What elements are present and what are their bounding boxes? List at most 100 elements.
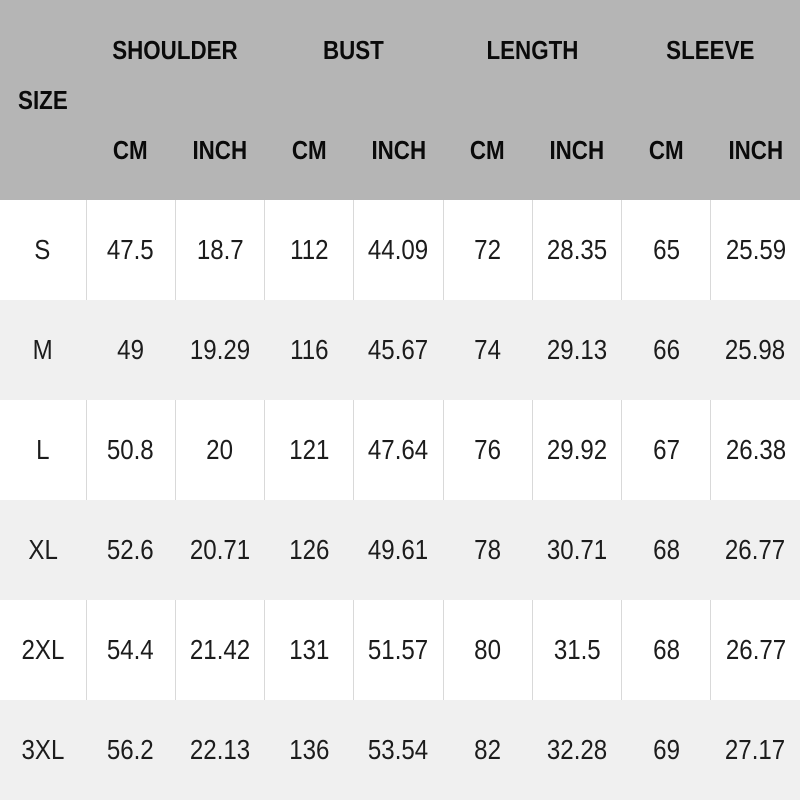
measurement-value: 47.64 — [368, 434, 429, 465]
header-group-label: LENGTH — [486, 34, 579, 65]
measurement-value: 53.54 — [368, 734, 429, 765]
measurement-cell: 126 — [264, 500, 354, 600]
measurement-value: 26.38 — [725, 434, 786, 465]
measurement-cell: 26.77 — [710, 600, 800, 700]
measurement-cell: 26.77 — [710, 500, 800, 600]
measurement-value: 25.59 — [725, 234, 786, 265]
measurement-cell: 20 — [174, 400, 265, 500]
measurement-value: 20 — [206, 434, 234, 465]
table-row: M 49 19.29 116 45.67 74 29.13 66 25.98 — [0, 300, 800, 400]
measurement-cell: 136 — [264, 700, 354, 800]
header-unit-shoulder-cm: CM — [86, 100, 176, 200]
measurement-value: 116 — [289, 334, 329, 365]
measurement-cell: 19.29 — [175, 300, 265, 400]
measurement-cell: 68 — [620, 600, 711, 700]
measurement-cell: 27.17 — [710, 700, 800, 800]
row-size-label: XL — [28, 534, 58, 565]
measurement-cell: 25.98 — [710, 300, 800, 400]
row-size-label: 2XL — [21, 634, 65, 665]
measurement-value: 28.35 — [546, 234, 608, 265]
row-size-label-cell: S — [0, 200, 86, 300]
measurement-value: 78 — [474, 534, 502, 565]
measurement-value: 80 — [474, 634, 502, 665]
measurement-cell: 26.38 — [710, 400, 800, 500]
header-group-label: SLEEVE — [666, 34, 755, 65]
measurement-value: 47.5 — [107, 234, 155, 265]
measurement-cell: 54.4 — [85, 600, 176, 700]
measurement-cell: 68 — [621, 500, 711, 600]
measurement-value: 54.4 — [107, 634, 155, 665]
measurement-value: 121 — [289, 434, 330, 465]
measurement-cell: 45.67 — [353, 300, 443, 400]
header-group-bust: BUST — [264, 0, 443, 100]
measurement-value: 68 — [652, 634, 680, 665]
header-unit-label: INCH — [371, 134, 426, 165]
header-unit-label: INCH — [192, 134, 248, 165]
row-size-label: 3XL — [21, 734, 65, 765]
table-row: XL 52.6 20.71 126 49.61 78 30.71 68 26.77 — [0, 500, 800, 600]
measurement-cell: 49 — [86, 300, 176, 400]
header-group-label: SHOULDER — [112, 34, 238, 65]
header-unit-length-cm: CM — [443, 100, 533, 200]
row-size-label: S — [34, 234, 51, 265]
measurement-cell: 52.6 — [86, 500, 176, 600]
measurement-cell: 69 — [621, 700, 711, 800]
row-size-label-cell: M — [0, 300, 86, 400]
measurement-value: 65 — [652, 234, 680, 265]
measurement-value: 20.71 — [189, 534, 251, 565]
measurement-cell: 29.13 — [532, 300, 622, 400]
measurement-value: 68 — [652, 534, 680, 565]
row-size-label-cell: 2XL — [0, 600, 86, 700]
measurement-value: 131 — [289, 634, 330, 665]
measurement-cell: 30.71 — [532, 500, 622, 600]
measurement-value: 74 — [474, 334, 502, 365]
header-group-row: SIZE SHOULDER BUST LENGTH SLEEVE — [0, 0, 800, 200]
header-size: SIZE — [0, 0, 86, 200]
measurement-value: 45.67 — [368, 334, 429, 365]
measurement-value: 52.6 — [107, 534, 155, 565]
header-unit-label: INCH — [549, 134, 605, 165]
measurement-value: 44.09 — [368, 234, 429, 265]
header-group-shoulder: SHOULDER — [86, 0, 265, 100]
measurement-cell: 66 — [621, 300, 711, 400]
measurement-cell: 65 — [620, 200, 711, 300]
measurement-cell: 22.13 — [175, 700, 265, 800]
measurement-cell: 25.59 — [710, 200, 800, 300]
table-row: L 50.8 20 121 47.64 76 29.92 67 26.38 — [0, 400, 800, 500]
header-unit-sleeve-cm: CM — [621, 100, 711, 200]
header-unit-sleeve-inch: INCH — [710, 100, 800, 200]
header-unit-shoulder-inch: INCH — [175, 100, 265, 200]
measurement-value: 18.7 — [196, 234, 244, 265]
measurement-value: 72 — [474, 234, 502, 265]
row-size-label-cell: XL — [0, 500, 86, 600]
header-unit-row: CM INCH CM INCH CM INCH CM INCH — [0, 100, 800, 200]
measurement-value: 50.8 — [107, 434, 155, 465]
measurement-cell: 80 — [442, 600, 533, 700]
measurement-value: 26.77 — [725, 634, 786, 665]
header-unit-label: CM — [648, 134, 684, 165]
size-chart-header: SIZE SHOULDER BUST LENGTH SLEEVE CM INCH… — [0, 0, 800, 200]
measurement-cell: 32.28 — [532, 700, 622, 800]
measurement-cell: 121 — [263, 400, 354, 500]
measurement-value: 82 — [474, 734, 502, 765]
measurement-value: 112 — [289, 234, 329, 265]
measurement-cell: 67 — [620, 400, 711, 500]
measurement-value: 31.5 — [553, 634, 601, 665]
measurement-cell: 50.8 — [85, 400, 176, 500]
measurement-cell: 76 — [442, 400, 533, 500]
measurement-cell: 21.42 — [174, 600, 265, 700]
measurement-value: 51.57 — [368, 634, 429, 665]
measurement-value: 25.98 — [725, 334, 786, 365]
measurement-cell: 112 — [263, 200, 354, 300]
measurement-value: 126 — [289, 534, 330, 565]
measurement-value: 67 — [652, 434, 680, 465]
measurement-cell: 47.64 — [353, 400, 443, 500]
row-size-label: M — [32, 334, 54, 365]
size-chart-body: S 47.5 18.7 112 44.09 72 28.35 65 25.59 M 49 19.29 1… — [0, 200, 800, 800]
measurement-value: 22.13 — [189, 734, 251, 765]
measurement-value: 32.28 — [546, 734, 608, 765]
header-unit-length-inch: INCH — [532, 100, 622, 200]
header-unit-label: CM — [113, 134, 149, 165]
measurement-value: 19.29 — [189, 334, 251, 365]
